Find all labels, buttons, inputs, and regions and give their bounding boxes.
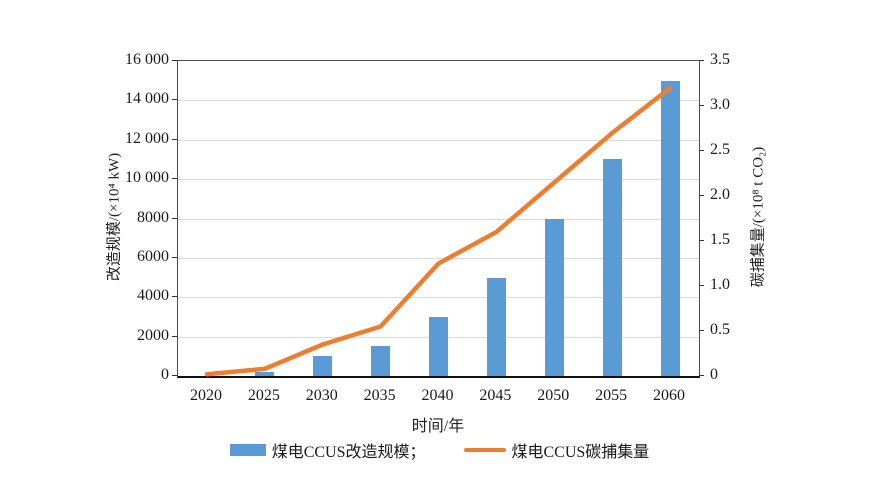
x-axis-tick-label: 2045 (479, 387, 512, 404)
legend-line-label: 煤电CCUS碳捕集量 (511, 444, 650, 461)
left-axis-tick-label: 8000 (137, 208, 169, 226)
right-axis-tick-label: 1.5 (710, 231, 730, 248)
legend-item-bar-series: 煤电CCUS改造规模； (229, 438, 426, 462)
right-axis-tick (699, 375, 704, 376)
gridline (178, 100, 699, 102)
chart-plot-area (177, 60, 700, 378)
gridline (178, 139, 699, 141)
right-axis-tick-label: 2.5 (710, 141, 730, 158)
left-axis-tick-label: 6000 (137, 247, 169, 265)
left-axis-tick-label: 16 000 (125, 51, 169, 68)
left-axis-tick (172, 60, 177, 61)
right-axis-tick-label: 3.5 (710, 51, 730, 68)
x-axis-tick-label: 2050 (537, 387, 570, 404)
right-axis-tick (699, 285, 704, 286)
left-axis-tick-label: 12 000 (125, 129, 169, 147)
right-axis-tick (699, 105, 704, 106)
bar (602, 159, 622, 376)
gridline (178, 179, 699, 181)
left-axis-tick (172, 375, 177, 376)
right-axis-tick (699, 150, 704, 151)
right-axis-tick-label: 2.0 (710, 186, 730, 203)
left-axis-tick (172, 178, 177, 180)
x-axis-tick-label: 2060 (653, 387, 686, 404)
right-axis-tick (699, 240, 704, 241)
left-axis-tick (172, 99, 177, 101)
right-axis-tick-label: 1.0 (710, 276, 730, 293)
gridline (178, 297, 699, 299)
right-axis-tick-label: 3.0 (710, 96, 730, 113)
bar (371, 346, 391, 376)
left-axis-tick-label: 4000 (137, 287, 169, 305)
line-series-swatch-icon (463, 448, 506, 452)
gridline (178, 218, 699, 220)
bar (429, 316, 448, 376)
right-axis-tick (699, 195, 704, 196)
right-axis-tick-label: 0 (710, 366, 718, 383)
left-axis-tick (172, 138, 177, 140)
x-axis-tick-label: 2040 (421, 387, 454, 404)
bar (544, 218, 564, 376)
left-axis-tick-label: 0 (161, 366, 169, 383)
x-axis-tick-label: 2035 (363, 387, 396, 404)
right-axis-tick-label: 0.5 (710, 321, 730, 338)
line-series (204, 85, 673, 377)
left-axis-tick-label: 10 000 (125, 169, 169, 187)
left-axis-tick (172, 256, 177, 258)
x-axis-tick-label: 2055 (595, 387, 628, 404)
bar-series-swatch-icon (229, 444, 266, 456)
left-axis-tick-label: 14 000 (125, 90, 169, 108)
left-axis-tick (172, 335, 177, 337)
x-axis-tick-label: 2020 (189, 387, 222, 404)
x-axis-title: 时间/年 (411, 418, 465, 435)
right-axis-tick (699, 330, 704, 331)
bar (660, 80, 680, 376)
chart-legend: 煤电CCUS改造规模； 煤电CCUS碳捕集量 (0, 438, 879, 462)
right-axis-tick (699, 60, 704, 61)
left-axis-tick-label: 2000 (137, 326, 169, 344)
legend-item-line-series: 煤电CCUS碳捕集量 (463, 438, 650, 462)
bar (486, 277, 506, 376)
legend-bar-label: 煤电CCUS改造规模； (271, 444, 426, 461)
gridline (178, 257, 699, 259)
x-axis-tick-label: 2025 (247, 387, 280, 404)
x-axis-tick-label: 2030 (305, 387, 338, 404)
bar (255, 372, 275, 376)
bar (313, 356, 333, 376)
left-axis-tick (172, 217, 177, 219)
right-y-axis-title: 碳捕集量/(×10⁸ t CO₂) (750, 146, 767, 288)
left-axis-tick (172, 296, 177, 298)
